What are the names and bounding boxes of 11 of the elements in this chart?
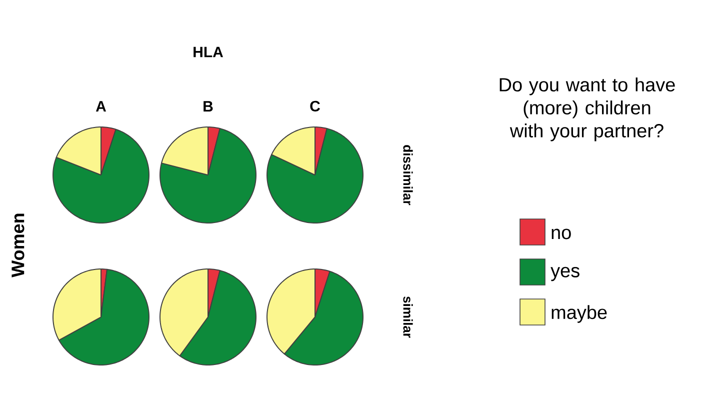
text: Women <box>12 214 24 278</box>
legend-label: no <box>552 228 571 240</box>
text: similar <box>403 296 413 338</box>
legend-label: maybe <box>552 305 607 323</box>
legend-title: Do you want to have (more) children with your partner? <box>500 78 675 142</box>
chart-title: C <box>310 100 320 112</box>
chart-title: B <box>204 101 213 112</box>
text: dissimilar <box>403 145 413 206</box>
text: HLA <box>194 46 224 58</box>
legend-label: yes <box>550 266 580 282</box>
chart-title: A <box>96 101 106 112</box>
